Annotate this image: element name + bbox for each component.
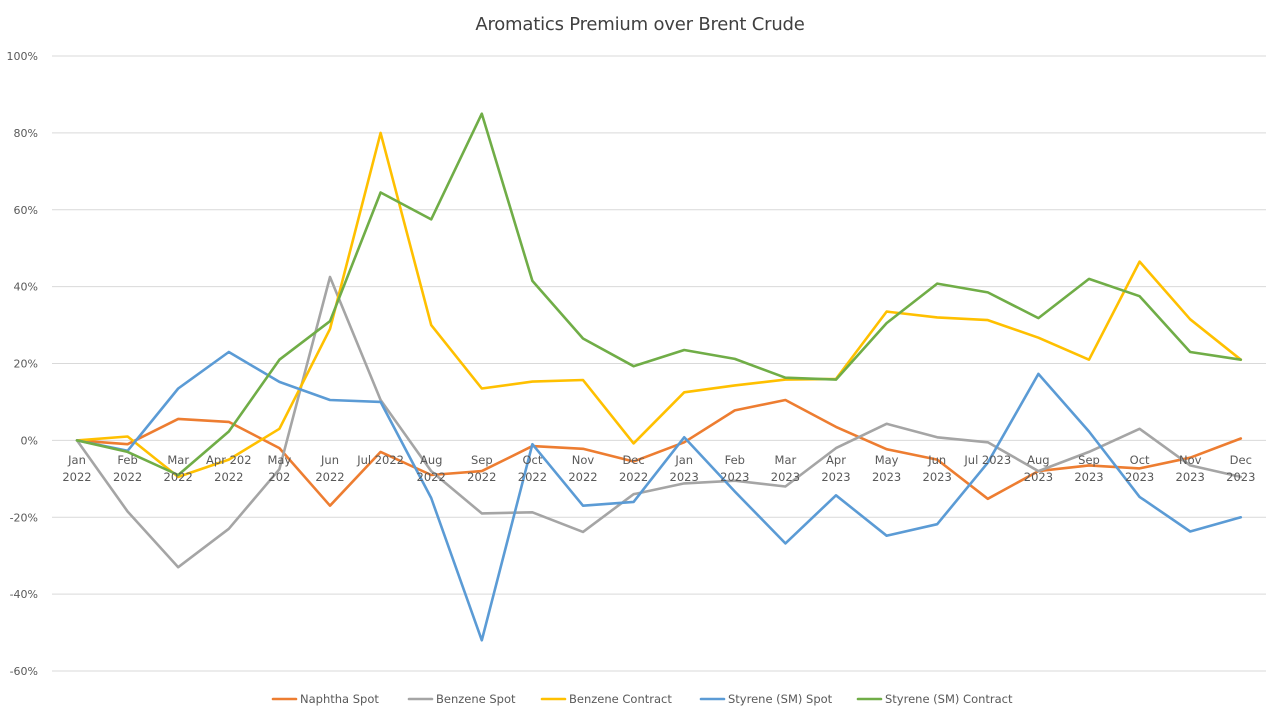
x-tick-label: 2022 <box>62 470 91 484</box>
legend: Naphtha Spot Benzene Spot Benzene Contract… <box>271 692 1013 706</box>
legend-label: Benzene Spot <box>436 692 516 706</box>
x-tick-label: Jan <box>674 453 693 467</box>
x-tick-label: 2022 <box>214 470 243 484</box>
x-tick-label: 2022 <box>467 470 496 484</box>
x-tick-label: Sep <box>1078 453 1100 467</box>
x-tick-label: Feb <box>117 453 137 467</box>
x-tick-label: May <box>268 453 292 467</box>
x-tick-label: 2023 <box>1226 470 1255 484</box>
y-tick-label: 100% <box>7 50 38 63</box>
x-tick-label: Dec <box>622 453 644 467</box>
legend-item: Styrene (SM) Contract <box>856 692 1013 706</box>
x-tick-label: Mar <box>167 453 189 467</box>
y-tick-label: 60% <box>14 204 38 217</box>
legend-label: Styrene (SM) Spot <box>728 692 833 706</box>
x-tick-label: 2023 <box>1024 470 1053 484</box>
legend-label: Benzene Contract <box>569 692 672 706</box>
series-line-styrene-sm-spot <box>75 350 1243 642</box>
gridlines <box>52 55 1266 672</box>
x-tick-label: Dec <box>1230 453 1252 467</box>
y-tick-label: 0% <box>21 434 38 447</box>
x-tick-label: Jun <box>927 453 946 467</box>
legend-item: Benzene Spot <box>407 692 516 706</box>
y-tick-label: 80% <box>14 127 38 140</box>
y-tick-label: -20% <box>10 511 38 524</box>
y-tick-label: 20% <box>14 358 38 371</box>
series-line-benzene-spot <box>75 275 1243 569</box>
x-tick-label: Nov <box>1179 453 1202 467</box>
y-axis-tick-labels: -60% -40% -20% 0% 20% 40% 60% 80% 100% <box>7 50 38 678</box>
x-tick-label: May <box>875 453 899 467</box>
x-tick-label: 2023 <box>720 470 749 484</box>
series-lines <box>75 112 1243 642</box>
x-tick-label: Feb <box>725 453 745 467</box>
x-tick-label: 2022 <box>315 470 344 484</box>
series-line-benzene-contract <box>75 131 1243 479</box>
x-tick-label: 202 <box>268 470 290 484</box>
x-axis-tick-labels: Jan 2022 Feb 2022 Mar 2022 Apr 202 2022 May 202 Ju… <box>62 453 1255 484</box>
x-tick-label: 2022 <box>518 470 547 484</box>
x-tick-label: 2023 <box>670 470 699 484</box>
series-line-naphtha-spot <box>75 398 1243 508</box>
legend-item: Benzene Contract <box>540 692 672 706</box>
x-tick-label: 2023 <box>1176 470 1205 484</box>
x-tick-label: 2022 <box>113 470 142 484</box>
x-tick-label: 2022 <box>619 470 648 484</box>
legend-item: Naphtha Spot <box>271 692 379 706</box>
x-tick-label: 2022 <box>417 470 446 484</box>
x-tick-label: Aug <box>1027 453 1049 467</box>
x-tick-label: 2023 <box>1074 470 1103 484</box>
x-tick-label: Oct <box>522 453 542 467</box>
x-tick-label: Jun <box>320 453 339 467</box>
legend-label: Naphtha Spot <box>300 692 379 706</box>
chart-title: Aromatics Premium over Brent Crude <box>475 14 805 35</box>
y-tick-label: -60% <box>10 665 38 678</box>
x-tick-label: Nov <box>572 453 595 467</box>
x-tick-label: Jan <box>67 453 86 467</box>
x-tick-label: 2022 <box>568 470 597 484</box>
legend-item: Styrene (SM) Spot <box>699 692 833 706</box>
series-line-styrene-sm-contract <box>75 112 1243 477</box>
x-tick-label: 2022 <box>164 470 193 484</box>
x-tick-label: Jul 2023 <box>963 453 1011 467</box>
x-tick-label: Apr 202 <box>206 453 252 467</box>
y-tick-label: -40% <box>10 588 38 601</box>
x-tick-label: 2023 <box>923 470 952 484</box>
x-tick-label: Mar <box>775 453 797 467</box>
y-tick-label: 40% <box>14 281 38 294</box>
x-tick-label: Aug <box>420 453 442 467</box>
legend-label: Styrene (SM) Contract <box>885 692 1013 706</box>
x-tick-label: 2023 <box>821 470 850 484</box>
x-tick-label: Jul 2022 <box>356 453 404 467</box>
x-tick-label: Oct <box>1130 453 1150 467</box>
x-tick-label: Sep <box>471 453 493 467</box>
x-tick-label: Apr <box>826 453 846 467</box>
x-tick-label: 2023 <box>872 470 901 484</box>
x-tick-label: 2023 <box>771 470 800 484</box>
x-tick-label: 2023 <box>1125 470 1154 484</box>
